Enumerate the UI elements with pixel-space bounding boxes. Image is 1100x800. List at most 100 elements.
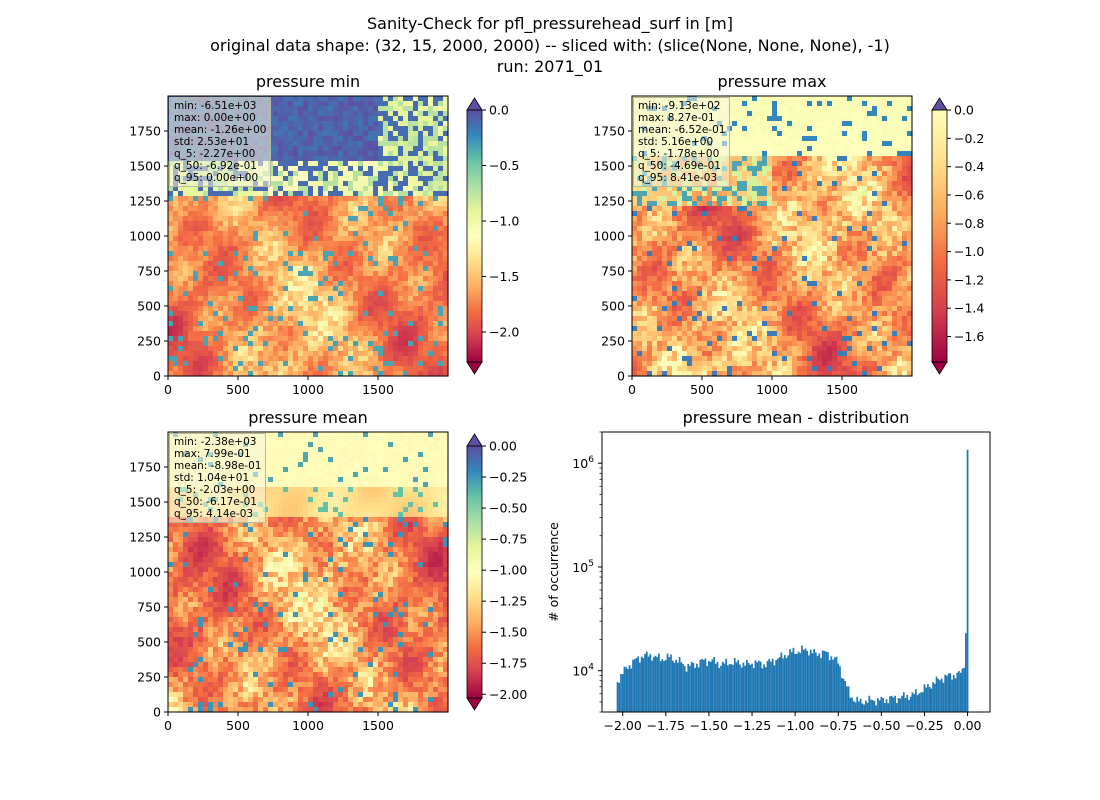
heatmap-cell	[378, 121, 384, 127]
heatmap-cell	[433, 366, 439, 372]
heatmap-cell	[792, 106, 798, 112]
heatmap-cell	[273, 356, 279, 362]
heatmap-cell	[273, 206, 279, 212]
heatmap-cell	[363, 341, 369, 347]
heatmap-cell	[283, 166, 289, 172]
heatmap-cell	[438, 141, 444, 147]
heatmap-cell	[333, 326, 339, 332]
heatmap-cell	[428, 161, 434, 167]
heatmap-cell	[817, 236, 823, 242]
heatmap-cell	[438, 271, 444, 277]
heatmap-cell	[702, 216, 708, 222]
heatmap-cell	[288, 296, 294, 302]
heatmap-cell	[403, 326, 409, 332]
heatmap-cell	[343, 146, 349, 152]
heatmap-cell	[772, 196, 778, 202]
heatmap-cell	[707, 201, 713, 207]
heatmap-cell	[298, 321, 304, 327]
heatmap-cell	[388, 361, 394, 367]
heatmap-cell	[767, 131, 773, 137]
heatmap-cell	[353, 121, 359, 127]
heatmap-cell	[388, 336, 394, 342]
heatmap-cell	[173, 246, 179, 252]
heatmap-cell	[862, 156, 868, 162]
heatmap-cell	[373, 221, 379, 227]
heatmap-cell	[243, 241, 249, 247]
heatmap-cell	[318, 106, 324, 112]
heatmap-cell	[208, 206, 214, 212]
heatmap-cell	[852, 161, 858, 167]
heatmap-cell	[762, 216, 768, 222]
heatmap-cell	[642, 226, 648, 232]
heatmap-cell	[308, 151, 314, 157]
heatmap-cell	[832, 131, 838, 137]
heatmap-cell	[238, 256, 244, 262]
heatmap-cell	[313, 231, 319, 237]
heatmap-cell	[383, 171, 389, 177]
heatmap-cell	[423, 296, 429, 302]
heatmap-cell	[358, 241, 364, 247]
heatmap-cell	[223, 291, 229, 297]
heatmap-cell	[368, 226, 374, 232]
heatmap-cell	[852, 146, 858, 152]
heatmap-cell	[897, 121, 903, 127]
heatmap-cell	[278, 211, 284, 217]
heatmap-cell	[403, 166, 409, 172]
heatmap-cell	[313, 311, 319, 317]
heatmap-cell	[273, 226, 279, 232]
heatmap-cell	[388, 236, 394, 242]
heatmap-cell	[767, 241, 773, 247]
heatmap-cell	[433, 186, 439, 192]
heatmap-cell	[168, 311, 174, 317]
heatmap-cell	[263, 301, 269, 307]
heatmap-cell	[173, 191, 179, 197]
heatmap-cell	[373, 296, 379, 302]
heatmap-cell	[867, 101, 873, 107]
heatmap-cell	[293, 171, 299, 177]
heatmap-cell	[308, 326, 314, 332]
heatmap-cell	[902, 176, 908, 182]
heatmap-cell	[822, 116, 828, 122]
heatmap-cell	[258, 216, 264, 222]
heatmap-cell	[393, 241, 399, 247]
heatmap-cell	[378, 156, 384, 162]
heatmap-cell	[867, 96, 873, 102]
heatmap-cell	[298, 176, 304, 182]
heatmap-cell	[388, 201, 394, 207]
heatmap-cell	[253, 311, 259, 317]
heatmap-cell	[837, 156, 843, 162]
heatmap-cell	[637, 216, 643, 222]
heatmap-cell	[857, 156, 863, 162]
heatmap-cell	[373, 136, 379, 142]
heatmap-cell	[393, 366, 399, 372]
heatmap-cell	[373, 211, 379, 217]
heatmap-cell	[812, 236, 818, 242]
heatmap-cell	[353, 321, 359, 327]
heatmap-cell	[183, 331, 189, 337]
heatmap-cell	[213, 266, 219, 272]
heatmap-cell	[677, 211, 683, 217]
heatmap-cell	[268, 321, 274, 327]
heatmap-cell	[253, 366, 259, 372]
heatmap-cell	[383, 106, 389, 112]
heatmap-cell	[403, 291, 409, 297]
heatmap-cell	[188, 306, 194, 312]
heatmap-cell	[373, 186, 379, 192]
heatmap-cell	[338, 121, 344, 127]
heatmap-cell	[308, 286, 314, 292]
heatmap-cell	[418, 241, 424, 247]
heatmap-cell	[273, 186, 279, 192]
heatmap-cell	[872, 106, 878, 112]
heatmap-cell	[393, 256, 399, 262]
heatmap-cell	[298, 96, 304, 102]
heatmap-cell	[672, 201, 678, 207]
heatmap-cell	[782, 106, 788, 112]
heatmap-cell	[278, 161, 284, 167]
heatmap-cell	[408, 161, 414, 167]
heatmap-cell	[822, 141, 828, 147]
heatmap-cell	[747, 106, 753, 112]
heatmap-cell	[757, 166, 763, 172]
heatmap-cell	[852, 231, 858, 237]
heatmap-cell	[253, 226, 259, 232]
heatmap-cell	[777, 116, 783, 122]
